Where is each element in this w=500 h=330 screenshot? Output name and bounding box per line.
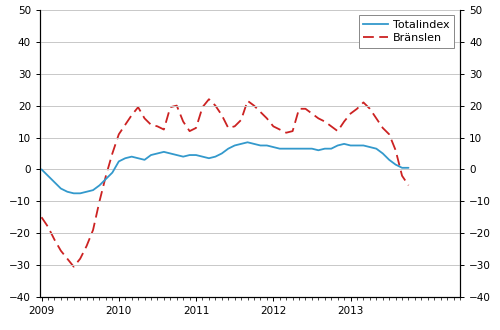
Legend: Totalindex, Bränslen: Totalindex, Bränslen <box>359 16 454 48</box>
